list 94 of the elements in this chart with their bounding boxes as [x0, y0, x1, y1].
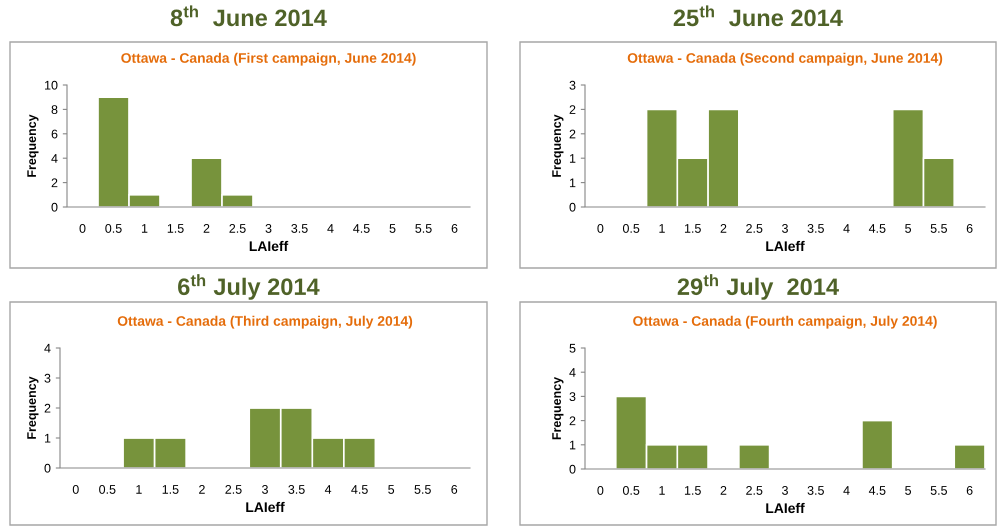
x-tick-label: 1: [142, 224, 148, 233]
y-tick-label: 1: [570, 154, 576, 163]
x-tick-label: 2: [720, 224, 726, 233]
chart-subtitle: Ottawa - Canada (Fourth campaign, July 2014): [633, 316, 937, 329]
x-tick-label: 5.5: [415, 224, 432, 233]
x-tick-label: 0: [80, 224, 86, 233]
x-tick-label: 3: [266, 224, 272, 233]
chart-subtitle: Ottawa - Canada (Third campaign, July 2014): [118, 316, 412, 329]
x-tick-label: 5.5: [414, 485, 431, 494]
x-tick-label: 1.5: [168, 224, 184, 233]
y-tick-label: 0: [570, 464, 576, 474]
x-tick-label: 2: [204, 224, 210, 233]
y-tick-label: 10: [45, 80, 58, 90]
x-tick-label: 4.5: [353, 224, 370, 233]
x-tick-label: 0: [597, 486, 604, 495]
chart-subtitle: Ottawa - Canada (Second campaign, June 2014): [628, 52, 942, 66]
y-tick-label: 3: [570, 392, 576, 402]
x-tick-label: 2.5: [746, 486, 762, 495]
bar: [738, 444, 770, 469]
y-tick-label: 1: [570, 440, 576, 450]
chart-title: 8$^{th}$ June 2014: [170, 5, 327, 26]
x-tick-label: 4: [843, 486, 850, 495]
x-tick-label: 5: [388, 485, 394, 494]
y-tick-label: 4: [44, 344, 51, 353]
x-tick-label: 5: [390, 224, 396, 233]
y-tick-label: 8: [52, 105, 58, 114]
x-tick-label: 1: [659, 224, 665, 233]
x-tick-label: 2.5: [229, 224, 246, 233]
x-tick-label: 3.5: [288, 484, 305, 494]
x-tick-label: 3: [782, 486, 788, 495]
y-tick-label: 1: [570, 178, 576, 188]
y-tick-label: 4: [51, 154, 58, 163]
x-tick-label: 1: [136, 485, 142, 494]
x-tick-label: 1.5: [684, 224, 701, 233]
x-tick-label: 4.5: [868, 486, 886, 495]
x-tick-label: 3: [262, 484, 268, 494]
x-tick-label: 5: [905, 486, 912, 495]
x-tick-label: 3.5: [291, 224, 308, 233]
y-axis-title: Frequency: [27, 376, 38, 439]
x-tick-label: 6: [966, 224, 973, 233]
x-tick-label: 4: [327, 224, 334, 233]
bar: [861, 420, 894, 469]
x-axis-title: LAIeff: [766, 240, 805, 252]
x-tick-label: 0.5: [622, 224, 640, 233]
y-tick-label: 1: [44, 434, 50, 443]
x-tick-label: 0: [597, 224, 604, 233]
y-tick-label: 3: [44, 374, 50, 383]
y-tick-label: 0: [44, 464, 50, 473]
x-tick-label: 6: [452, 224, 458, 233]
y-tick-label: 3: [570, 80, 576, 90]
y-axis-title: Frequency: [552, 114, 564, 177]
y-axis-title: Frequency: [552, 376, 564, 440]
y-axis-title: Frequency: [27, 114, 39, 177]
x-tick-label: 3.5: [808, 224, 824, 233]
x-tick-label: 5.5: [930, 224, 948, 233]
y-tick-label: 2: [44, 404, 50, 413]
x-tick-label: 1: [659, 486, 665, 495]
x-tick-label: 2: [199, 484, 205, 494]
y-tick-label: 2: [570, 105, 576, 114]
x-tick-label: 2.5: [746, 224, 762, 233]
chart-title: 29$^{th}$ July 2014: [678, 274, 839, 300]
x-tick-label: 4.5: [868, 224, 886, 233]
x-tick-label: 4: [843, 224, 850, 233]
x-tick-label: 1.5: [684, 486, 701, 495]
bar: [953, 444, 985, 469]
y-tick-label: 5: [570, 344, 576, 353]
x-axis-title: LAIeff: [766, 502, 805, 514]
chart-subtitle: Ottawa - Canada (First campaign, June 2014): [121, 52, 416, 66]
x-tick-label: 6: [966, 486, 973, 495]
x-tick-label: 0.5: [622, 486, 640, 495]
x-tick-label: 3.5: [808, 486, 824, 495]
x-tick-label: 4.5: [351, 485, 368, 494]
y-tick-label: 0: [570, 202, 576, 212]
x-tick-label: 2.5: [225, 484, 242, 494]
x-tick-label: 5.5: [930, 486, 948, 495]
x-tick-label: 4: [324, 485, 332, 494]
y-tick-label: 2: [52, 178, 58, 188]
x-axis-title: LAIeff: [250, 240, 288, 252]
x-tick-label: 0.5: [99, 484, 116, 494]
y-tick-label: 0: [52, 202, 58, 212]
y-tick-label: 6: [52, 130, 58, 138]
x-tick-label: 2: [720, 486, 726, 495]
x-tick-label: 1.5: [162, 485, 179, 494]
y-tick-label: 4: [569, 368, 576, 377]
x-tick-label: 0.5: [105, 224, 122, 233]
y-tick-label: 2: [570, 130, 576, 138]
x-tick-label: 6: [451, 484, 458, 494]
x-axis-title: LAIeff: [246, 502, 285, 512]
x-tick-label: 5: [905, 224, 912, 233]
x-tick-label: 0: [72, 484, 79, 494]
y-tick-label: 2: [570, 416, 576, 426]
x-tick-label: 3: [782, 224, 788, 233]
chart-title: 6$^{th}$ July 2014: [178, 274, 320, 300]
chart-title: 25$^{th}$ June 2014: [674, 5, 843, 26]
